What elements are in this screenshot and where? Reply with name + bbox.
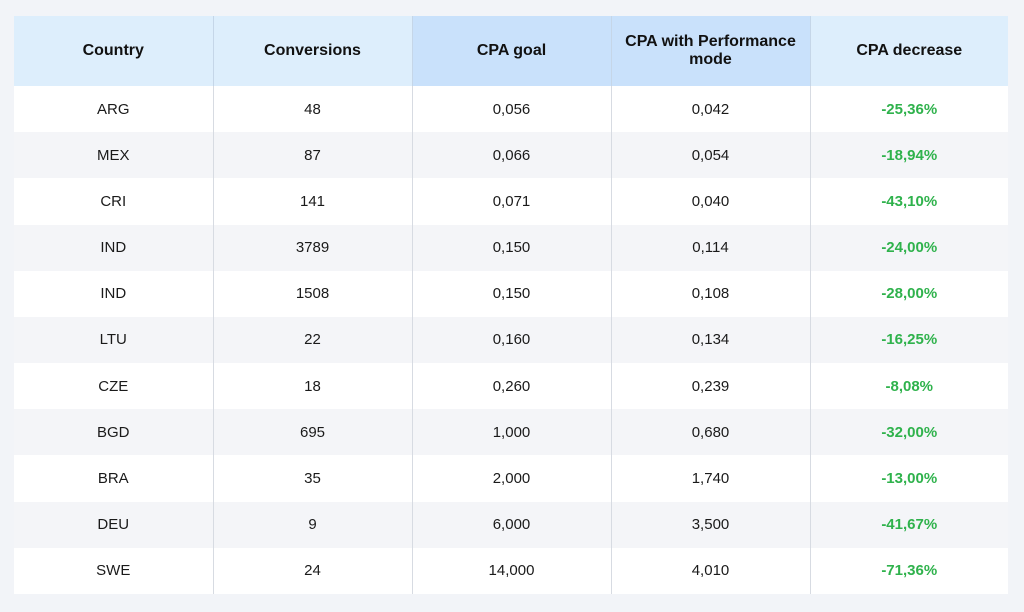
- table-row: ARG 48 0,056 0,042 -25,36%: [14, 86, 1008, 133]
- cell-country: SWE: [14, 547, 213, 594]
- header-cpa-goal: CPA goal: [411, 16, 611, 86]
- cell-country: BRA: [14, 455, 213, 502]
- cell-cpa-goal: 0,150: [411, 270, 611, 317]
- cell-cpa-decrease: -43,10%: [809, 178, 1008, 225]
- table-row: IND 3789 0,150 0,114 -24,00%: [14, 224, 1008, 271]
- header-conversions: Conversions: [212, 16, 412, 86]
- header-cpa-decrease: CPA decrease: [809, 16, 1008, 86]
- cell-cpa-decrease: -16,25%: [809, 316, 1008, 364]
- table-row: MEX 87 0,066 0,054 -18,94%: [14, 132, 1008, 179]
- cell-conversions: 24: [212, 547, 412, 594]
- cell-country: IND: [14, 224, 213, 271]
- cell-conversions: 9: [212, 501, 412, 548]
- table-row: DEU 9 6,000 3,500 -41,67%: [14, 501, 1008, 548]
- cell-country: CZE: [14, 363, 213, 410]
- cell-conversions: 22: [212, 316, 412, 364]
- cell-cpa-performance: 0,042: [610, 86, 810, 133]
- cell-cpa-goal: 6,000: [411, 501, 611, 548]
- cell-cpa-goal: 0,160: [411, 316, 611, 364]
- cell-country: CRI: [14, 178, 213, 225]
- cell-cpa-goal: 0,260: [411, 363, 611, 410]
- table-header: Country Conversions CPA goal CPA with Pe…: [14, 16, 1008, 86]
- table-row: SWE 24 14,000 4,010 -71,36%: [14, 547, 1008, 594]
- cell-cpa-decrease: -13,00%: [809, 455, 1008, 502]
- cell-conversions: 48: [212, 86, 412, 133]
- cell-cpa-goal: 14,000: [411, 547, 611, 594]
- cell-cpa-performance: 0,054: [610, 132, 810, 179]
- table-row: CZE 18 0,260 0,239 -8,08%: [14, 363, 1008, 410]
- cell-country: DEU: [14, 501, 213, 548]
- cell-cpa-performance: 0,680: [610, 409, 810, 456]
- cell-cpa-decrease: -71,36%: [809, 547, 1008, 594]
- cell-cpa-decrease: -8,08%: [809, 363, 1008, 410]
- cell-country: LTU: [14, 316, 213, 364]
- cell-cpa-decrease: -32,00%: [809, 409, 1008, 456]
- cell-conversions: 3789: [212, 224, 412, 271]
- table-row: LTU 22 0,160 0,134 -16,25%: [14, 316, 1008, 364]
- cell-cpa-decrease: -28,00%: [809, 270, 1008, 317]
- cell-conversions: 1508: [212, 270, 412, 317]
- cell-cpa-decrease: -25,36%: [809, 86, 1008, 133]
- header-cpa-performance-mode: CPA with Performance mode: [610, 16, 810, 86]
- cell-country: MEX: [14, 132, 213, 179]
- cell-conversions: 141: [212, 178, 412, 225]
- table-body: ARG 48 0,056 0,042 -25,36% MEX 87 0,066 …: [14, 86, 1008, 594]
- cell-cpa-performance: 4,010: [610, 547, 810, 594]
- cell-cpa-performance: 1,740: [610, 455, 810, 502]
- cell-conversions: 695: [212, 409, 412, 456]
- header-row: Country Conversions CPA goal CPA with Pe…: [14, 16, 1008, 86]
- cell-cpa-performance: 3,500: [610, 501, 810, 548]
- cell-conversions: 35: [212, 455, 412, 502]
- table-row: BRA 35 2,000 1,740 -13,00%: [14, 455, 1008, 502]
- cell-country: IND: [14, 270, 213, 317]
- cell-cpa-performance: 0,134: [610, 316, 810, 364]
- cell-cpa-goal: 0,150: [411, 224, 611, 271]
- cell-cpa-performance: 0,114: [610, 224, 810, 271]
- cell-country: ARG: [14, 86, 213, 133]
- cell-cpa-performance: 0,108: [610, 270, 810, 317]
- cell-cpa-decrease: -41,67%: [809, 501, 1008, 548]
- table-row: CRI 141 0,071 0,040 -43,10%: [14, 178, 1008, 225]
- cell-cpa-performance: 0,239: [610, 363, 810, 410]
- cell-cpa-goal: 0,071: [411, 178, 611, 225]
- cell-cpa-goal: 2,000: [411, 455, 611, 502]
- cell-cpa-performance: 0,040: [610, 178, 810, 225]
- header-country: Country: [14, 16, 213, 86]
- table-row: IND 1508 0,150 0,108 -28,00%: [14, 270, 1008, 317]
- cell-cpa-goal: 0,066: [411, 132, 611, 179]
- table-row: BGD 695 1,000 0,680 -32,00%: [14, 409, 1008, 456]
- cell-cpa-decrease: -24,00%: [809, 224, 1008, 271]
- cell-cpa-decrease: -18,94%: [809, 132, 1008, 179]
- cell-conversions: 18: [212, 363, 412, 410]
- cell-conversions: 87: [212, 132, 412, 179]
- cell-cpa-goal: 1,000: [411, 409, 611, 456]
- cpa-comparison-table-container: Country Conversions CPA goal CPA with Pe…: [14, 16, 1008, 594]
- cell-country: BGD: [14, 409, 213, 456]
- cpa-comparison-table: Country Conversions CPA goal CPA with Pe…: [14, 16, 1008, 594]
- cell-cpa-goal: 0,056: [411, 86, 611, 133]
